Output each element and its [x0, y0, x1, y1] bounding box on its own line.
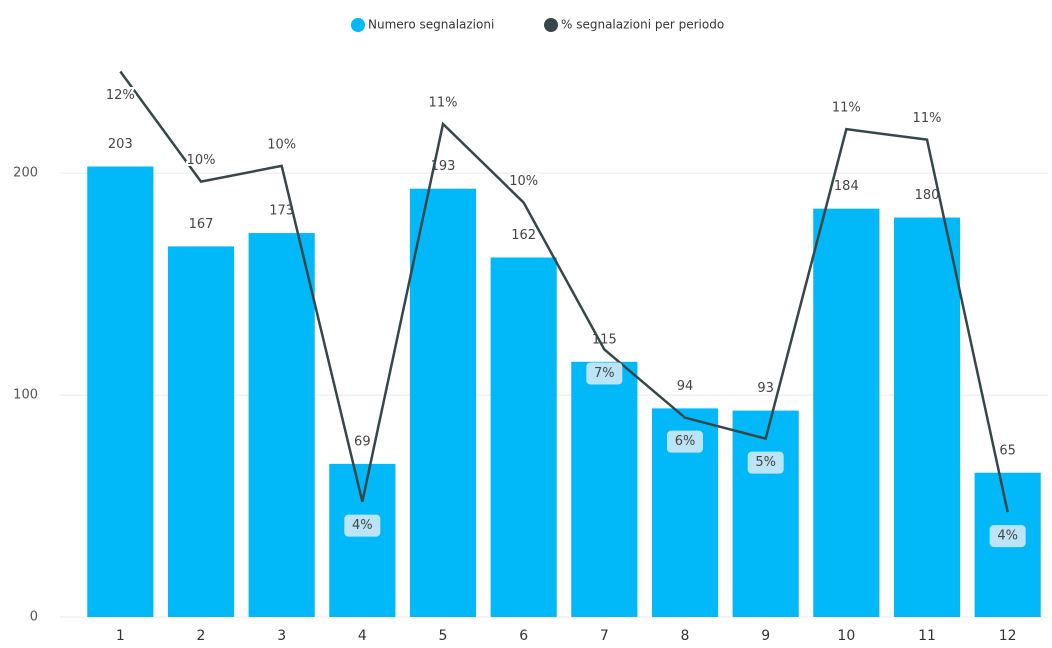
- bar-value-label: 93: [757, 381, 774, 396]
- y-tick-label: 0: [30, 610, 38, 625]
- bar: [409, 188, 477, 617]
- bar-value-label: 180: [915, 188, 940, 203]
- label-box: [747, 451, 784, 474]
- x-tick-label: 7: [600, 628, 609, 644]
- x-tick-label: 10: [837, 628, 855, 644]
- x-tick-label: 6: [519, 628, 528, 644]
- line-value-label: 11%: [832, 101, 861, 116]
- x-tick-label: 9: [761, 628, 770, 644]
- legend-label: Numero segnalazioni: [368, 18, 494, 32]
- bar: [329, 463, 396, 617]
- bar: [490, 257, 557, 617]
- line-value-label: 10%: [509, 174, 538, 189]
- x-tick-label: 1: [116, 628, 125, 644]
- label-box: [989, 525, 1026, 548]
- bar: [732, 410, 799, 617]
- line-value-label: 10%: [267, 137, 296, 152]
- bar-value-label: 69: [354, 434, 371, 449]
- label-box: [344, 514, 381, 537]
- bar-value-label: 173: [269, 204, 294, 219]
- bar-value-label: 184: [834, 179, 859, 194]
- label-box: [586, 362, 623, 385]
- legend-label: % segnalazioni per periodo: [561, 18, 724, 32]
- bar: [167, 246, 235, 617]
- line-value-label: 4%: [352, 518, 373, 533]
- bar-value-label: 167: [189, 217, 214, 232]
- line-value-label: 7%: [594, 366, 615, 381]
- x-tick-label: 5: [439, 628, 448, 644]
- bar: [571, 361, 638, 617]
- y-tick-label: 200: [13, 166, 38, 181]
- line-value-label: 5%: [755, 455, 776, 470]
- x-tick-label: 4: [358, 628, 367, 644]
- bar: [87, 166, 154, 617]
- label-box: [667, 430, 703, 453]
- line-value-label: 6%: [675, 434, 696, 449]
- line-value-label: 10%: [187, 153, 216, 168]
- x-tick-label: 2: [197, 628, 206, 644]
- line-value-label: 12%: [106, 88, 135, 103]
- y-tick-label: 100: [13, 388, 38, 403]
- x-tick-label: 8: [681, 628, 690, 644]
- bar-value-label: 65: [999, 443, 1016, 458]
- bar-value-label: 94: [677, 379, 694, 394]
- x-tick-label: 11: [918, 628, 936, 644]
- x-tick-label: 12: [999, 628, 1017, 644]
- bar: [813, 208, 880, 617]
- line-value-label: 11%: [913, 111, 942, 126]
- line-value-label: 11%: [429, 95, 458, 110]
- line: [119, 70, 1009, 513]
- bar: [248, 233, 315, 618]
- legend-marker: [544, 18, 558, 32]
- legend-marker: [351, 18, 365, 32]
- bar: [893, 217, 961, 618]
- line-value-label: 4%: [997, 529, 1018, 544]
- x-tick-label: 3: [277, 628, 286, 644]
- bar-value-label: 203: [108, 137, 133, 152]
- bar-value-label: 162: [511, 228, 536, 243]
